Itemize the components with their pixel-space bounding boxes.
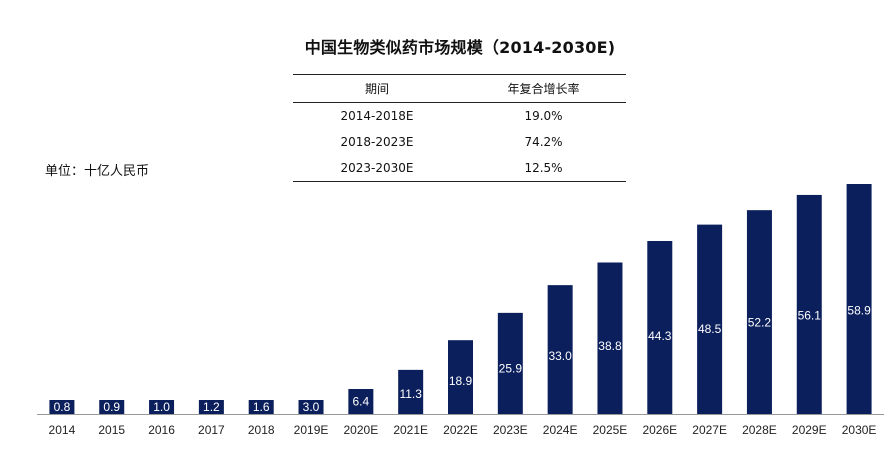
value-label: 44.3	[648, 329, 672, 343]
bar-2025E	[597, 262, 623, 414]
x-tick-label: 2027E	[692, 423, 727, 437]
bar-2021E	[398, 369, 424, 414]
value-label: 3.0	[303, 400, 320, 414]
value-label: 6.4	[353, 395, 370, 409]
x-tick-label: 2025E	[593, 423, 628, 437]
value-label: 48.5	[698, 322, 722, 336]
x-tick-label: 2019E	[294, 423, 329, 437]
x-tick-label: 2028E	[742, 423, 777, 437]
value-label: 58.9	[847, 304, 871, 318]
value-label: 11.3	[399, 387, 422, 401]
x-tick-label: 2016	[148, 423, 175, 437]
x-tick-label: 2018	[248, 423, 275, 437]
cagr-table: 期间 年复合增长率 2014-2018E 19.0% 2018-2023E 74…	[293, 74, 626, 182]
cagr-rate: 12.5%	[461, 155, 626, 182]
unit-label: 单位：十亿人民币	[45, 164, 150, 179]
cagr-row: 2023-2030E 12.5%	[293, 155, 626, 182]
value-label: 25.9	[499, 361, 523, 375]
cagr-rate: 74.2%	[524, 135, 563, 149]
x-tick-label: 2024E	[543, 423, 578, 437]
bar-2020E	[348, 389, 374, 414]
bar-2027E	[697, 224, 723, 414]
value-label: 18.9	[449, 374, 473, 388]
value-label: 33.0	[548, 349, 572, 363]
bar-2022E	[448, 340, 473, 414]
cagr-period: 2023-2030E	[293, 155, 461, 182]
bar-2026E	[647, 241, 673, 414]
x-tick-label: 2026E	[642, 423, 677, 437]
x-tick-label: 2014	[49, 423, 76, 437]
x-tick-label: 2030E	[842, 423, 877, 437]
value-label: 1.6	[253, 400, 270, 414]
value-label: 1.0	[153, 400, 170, 414]
bar-2016	[149, 400, 175, 414]
x-tick-label: 2022E	[443, 423, 478, 437]
cagr-rate: 19.0%	[524, 109, 563, 123]
bar-2023E	[497, 312, 523, 414]
x-tick-label: 2021E	[393, 423, 428, 437]
bar-2014	[49, 400, 75, 414]
value-label: 0.8	[54, 400, 71, 414]
value-label: 52.2	[748, 315, 772, 329]
bar-2018	[248, 400, 274, 414]
bar-2015	[99, 400, 125, 414]
value-label: 38.8	[598, 339, 622, 353]
x-tick-label: 2017	[198, 423, 225, 437]
x-tick-label: 2029E	[792, 423, 827, 437]
bar-2024E	[547, 285, 573, 414]
value-label: 0.9	[103, 400, 120, 414]
value-label: 56.1	[798, 308, 822, 322]
x-tick-label: 2015	[98, 423, 125, 437]
chart-title: 中国生物类似药市场规模（2014-2030E)	[304, 38, 616, 57]
x-tick-label: 2023E	[493, 423, 528, 437]
x-tick-label: 2020E	[344, 423, 379, 437]
cagr-row: 2018-2023E 74.2%	[293, 129, 626, 155]
bar-2028E	[746, 210, 772, 414]
bar-2019E	[298, 400, 324, 414]
bar-2030E	[846, 184, 872, 414]
bar-2017	[198, 400, 224, 414]
cagr-header-rate: 年复合增长率	[461, 74, 626, 103]
cagr-header-period: 期间	[293, 74, 461, 103]
cagr-row: 2014-2018E 19.0%	[293, 103, 626, 130]
cagr-table-header: 期间 年复合增长率	[293, 74, 626, 103]
cagr-period: 2018-2023E	[340, 135, 414, 149]
cagr-period: 2014-2018E	[340, 109, 414, 123]
value-label: 1.2	[203, 400, 220, 414]
bar-2029E	[796, 194, 822, 414]
